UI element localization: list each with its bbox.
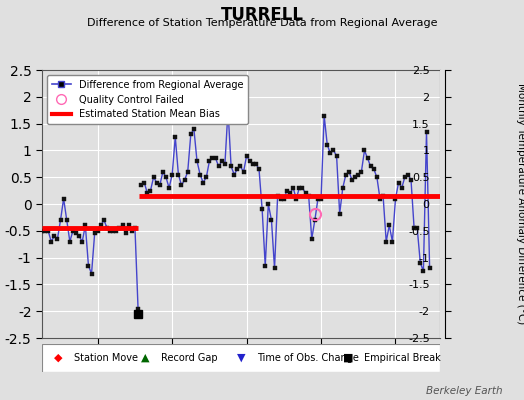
Text: ▼: ▼: [237, 353, 245, 363]
Text: Difference of Station Temperature Data from Regional Average: Difference of Station Temperature Data f…: [87, 18, 437, 28]
Legend: Difference from Regional Average, Quality Control Failed, Estimated Station Mean: Difference from Regional Average, Qualit…: [47, 75, 248, 124]
Text: Time of Obs. Change: Time of Obs. Change: [257, 353, 359, 363]
Text: Berkeley Earth: Berkeley Earth: [427, 386, 503, 396]
Text: TURRELL: TURRELL: [221, 6, 303, 24]
Text: Station Move: Station Move: [74, 353, 138, 363]
Text: Monthly Temperature Anomaly Difference (°C): Monthly Temperature Anomaly Difference (…: [516, 83, 524, 325]
Text: Empirical Break: Empirical Break: [365, 353, 441, 363]
Text: ◆: ◆: [53, 353, 62, 363]
Text: ▲: ▲: [141, 353, 150, 363]
Text: Record Gap: Record Gap: [161, 353, 218, 363]
FancyBboxPatch shape: [42, 344, 440, 372]
Text: ■: ■: [343, 353, 354, 363]
